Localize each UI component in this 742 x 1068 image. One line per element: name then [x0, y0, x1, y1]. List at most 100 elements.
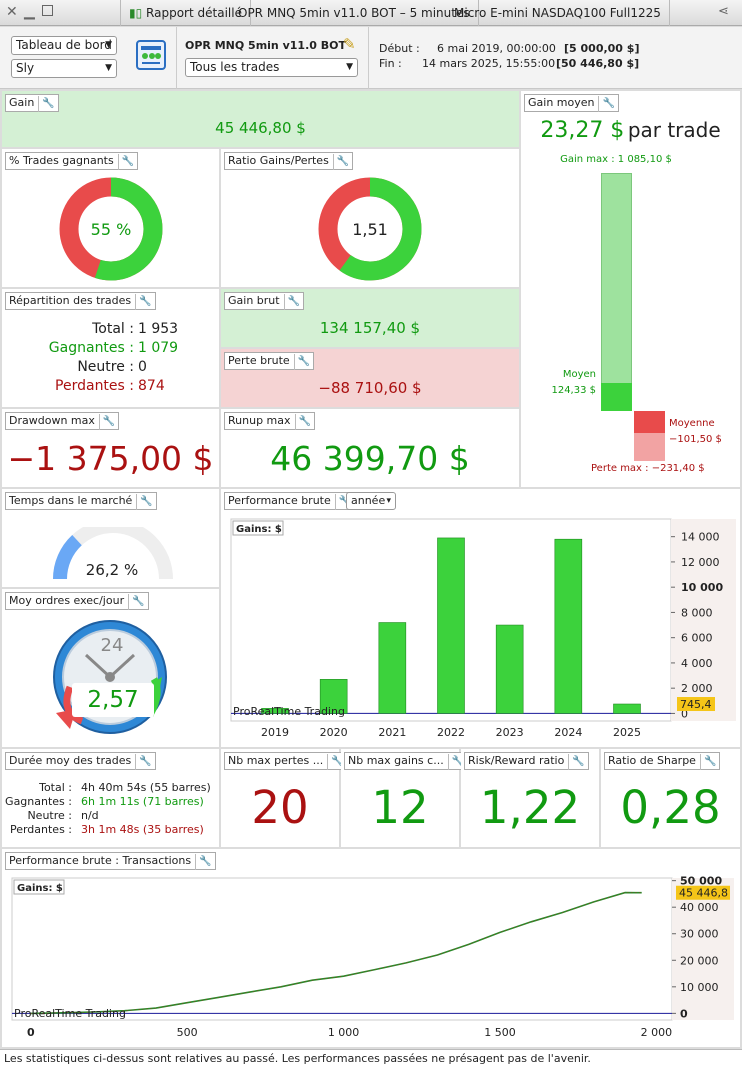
y-tick-label: 10 000	[681, 581, 723, 594]
tab-instrument[interactable]: Micro E-mini NASDAQ100 Full1225	[446, 0, 670, 26]
win-pct-value: 55 %	[90, 220, 132, 239]
losses-label: Perdantes :	[55, 378, 134, 394]
donut-win-arc	[318, 177, 422, 281]
losses-count: 874	[138, 378, 165, 394]
gain-title[interactable]: Gain 🔧	[5, 94, 59, 112]
end-label: Fin :	[379, 57, 402, 70]
perf-trans-title-label: Performance brute : Transactions	[9, 854, 192, 867]
legend-box	[13, 879, 65, 895]
repartition-panel: Répartition des trades 🔧 Total : 1 953 Ga…	[2, 289, 219, 407]
view-select[interactable]: Tableau de bord ▼	[11, 36, 117, 55]
perte-max-label: Perte max : −231,40 $	[591, 463, 705, 474]
runup-title[interactable]: Runup max 🔧	[224, 412, 315, 430]
kpi-value: 0,28	[620, 781, 721, 834]
runup-title-label: Runup max	[228, 414, 291, 427]
wrench-icon: 🔧	[135, 294, 152, 310]
gain-avg-bar	[601, 383, 632, 411]
period-select[interactable]: année ▾	[346, 492, 396, 510]
perte-brute-panel: Perte brute 🔧 −88 710,60 $	[221, 349, 519, 407]
kpi-title[interactable]: Nb max pertes ... 🔧	[224, 752, 348, 770]
view-select-value: Tableau de bord	[16, 38, 112, 52]
wrench-icon: 🔧	[195, 854, 212, 870]
start-capital: [5 000,00 $]	[564, 42, 640, 55]
runup-panel: Runup max 🔧 46 399,70 $	[221, 409, 519, 487]
gain-max-bar	[601, 173, 632, 411]
wrench-icon: 🔧	[332, 154, 349, 170]
kpi-value: 20	[251, 781, 309, 834]
ratio-gp-title[interactable]: Ratio Gains/Pertes 🔧	[224, 152, 354, 170]
trades-filter-select[interactable]: Tous les trades ▼	[185, 58, 358, 77]
period-select-value: année	[351, 494, 386, 507]
kpi-title[interactable]: Nb max gains c... 🔧	[344, 752, 469, 770]
gain-moyen-title-label: Gain moyen	[528, 96, 595, 109]
x-tick-label: 2023	[496, 726, 524, 739]
total-count: 1 953	[138, 321, 179, 337]
strategy-name: OPR MNQ 5min v11.0 BOT	[185, 39, 346, 52]
gain-brut-title-label: Gain brut	[228, 294, 280, 307]
repartition-title[interactable]: Répartition des trades 🔧	[5, 292, 156, 310]
ordres-title[interactable]: Moy ordres exec/jour 🔧	[5, 592, 149, 610]
user-select[interactable]: Sly ▼	[11, 59, 117, 78]
last-value-badge	[677, 697, 715, 712]
wrench-icon: 🔧	[283, 294, 300, 310]
duree-neutral: n/d	[81, 809, 99, 822]
temps-marche-title[interactable]: Temps dans le marché 🔧	[5, 492, 157, 510]
kpi-value: 12	[371, 781, 429, 834]
gain-title-label: Gain	[9, 96, 35, 109]
perf-trans-title[interactable]: Performance brute : Transactions 🔧	[5, 852, 216, 870]
kpi-title[interactable]: Risk/Reward ratio 🔧	[464, 752, 589, 770]
perf-trans-panel: Performance brute : Transactions 🔧 0 500 1 …	[2, 849, 740, 1047]
duree-title-label: Durée moy des trades	[9, 754, 132, 767]
win-pct-title[interactable]: % Trades gagnants 🔧	[5, 152, 139, 170]
wrench-icon: 🔧	[293, 354, 310, 370]
y-tick-label: 0	[680, 1007, 688, 1020]
drawdown-title[interactable]: Drawdown max 🔧	[5, 412, 120, 430]
perf-brute-panel: Performance brute 🔧 année ▾ 2019 2020 2021 20…	[221, 489, 740, 747]
gain-moyen-title[interactable]: Gain moyen 🔧	[524, 94, 619, 112]
gain-panel: Gain 🔧 45 446,80 $	[2, 91, 519, 147]
gain-brut-panel: Gain brut 🔧 134 157,40 $	[221, 289, 519, 347]
gain-brut-title[interactable]: Gain brut 🔧	[224, 292, 305, 310]
kpi-title[interactable]: Ratio de Sharpe 🔧	[604, 752, 721, 770]
y-tick-label: 50 000	[680, 875, 722, 888]
gain-value: 45 446,80 $	[215, 119, 306, 137]
perf-brute-title[interactable]: Performance brute 🔧	[224, 492, 356, 510]
ratio-gp-donut	[318, 177, 422, 281]
last-value-label: 45 446,8	[679, 887, 728, 900]
tab-instrument-label: Micro E-mini NASDAQ100 Full1225	[454, 6, 661, 20]
maximize-icon[interactable]	[42, 5, 53, 16]
x-tick-label: 1 000	[328, 1026, 360, 1039]
repartition-title-label: Répartition des trades	[9, 294, 132, 307]
wrench-icon: 🔧	[447, 754, 464, 770]
kpi-title-label: Risk/Reward ratio	[468, 754, 565, 767]
y-tick-label: 14 000	[681, 531, 720, 544]
wrench-icon: 🔧	[136, 494, 153, 510]
y-tick-label: 30 000	[680, 928, 719, 941]
watermark-label: ProRealTime Trading	[233, 705, 345, 718]
tab-strategy[interactable]: OPR MNQ 5min v11.0 BOT – 5 minutes	[230, 0, 479, 26]
gain-moyen-panel: Gain moyen 🔧 23,27 $ par trade Gain max :…	[521, 91, 740, 487]
wrench-icon: 🔧	[334, 494, 351, 510]
header-divider	[368, 27, 369, 89]
report-header: Tableau de bord ▼ Sly ▼ OPR MNQ 5min v11.0…	[0, 27, 742, 89]
duree-wins-label: Gagnantes :	[5, 795, 72, 808]
y-tick-label: 6 000	[681, 632, 713, 645]
report-settings-icon[interactable]	[136, 40, 166, 70]
close-icon[interactable]: ✕	[6, 4, 18, 20]
win-pct-donut	[59, 177, 163, 281]
minimize-icon[interactable]: ▁	[24, 4, 35, 20]
duree-title[interactable]: Durée moy des trades 🔧	[5, 752, 156, 770]
donut-win-arc	[59, 177, 163, 281]
ratio-gp-panel: Ratio Gains/Pertes 🔧 1,51	[221, 149, 519, 287]
temps-marche-title-label: Temps dans le marché	[9, 494, 133, 507]
tab-report[interactable]: ▮▯ Rapport détaillé	[120, 0, 251, 26]
clock-label: 24	[100, 635, 124, 656]
perte-brute-title[interactable]: Perte brute 🔧	[224, 352, 315, 370]
x-tick-label: 0	[27, 1026, 35, 1039]
edit-pencil-icon[interactable]: ✎	[343, 35, 356, 53]
chart-axis-area	[671, 519, 736, 721]
win-pct-panel: % Trades gagnants 🔧 55 %	[2, 149, 219, 287]
share-icon[interactable]: ⋖	[718, 4, 729, 19]
wrench-icon: 🔧	[699, 754, 716, 770]
moyen-label: Moyen	[562, 369, 596, 380]
